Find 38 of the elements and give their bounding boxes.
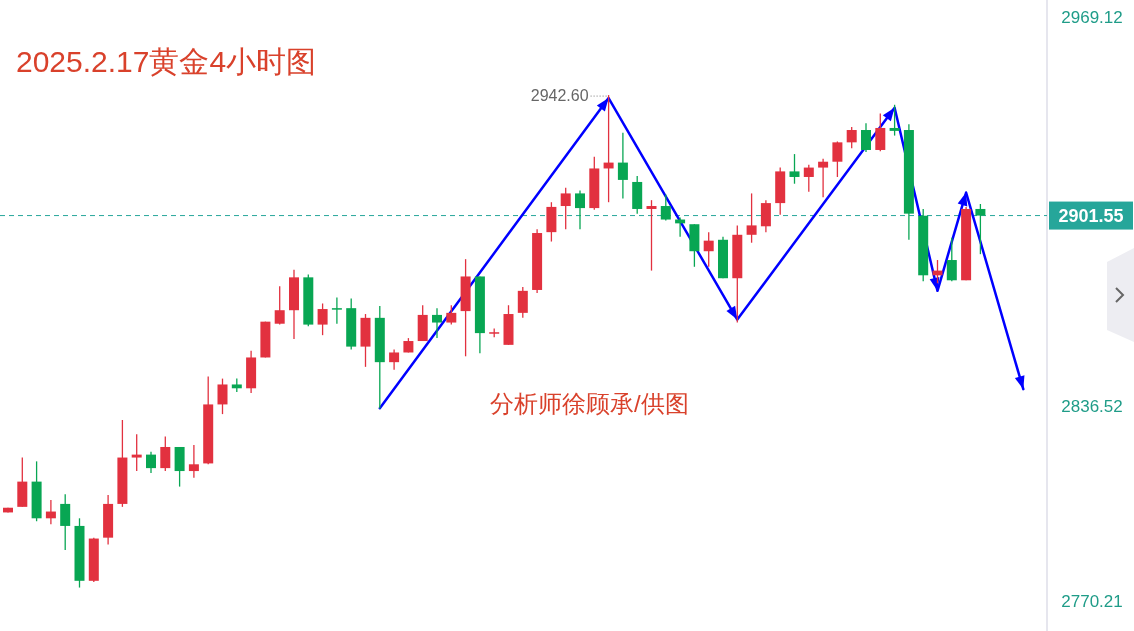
candlestick [389,348,400,371]
y-tick-label: 2969.12 [1061,8,1123,28]
candlestick [875,112,886,152]
candlestick [146,451,156,474]
candlestick [60,493,71,551]
candlestick [560,187,571,230]
y-tick-label: 2836.52 [1061,397,1123,417]
candlestick [188,444,199,479]
candlestick [432,307,442,339]
candlestick [789,153,800,185]
candlestick [818,158,829,198]
ref-line-label: 2901.55 [1058,205,1124,226]
candlestick [131,433,142,472]
candlestick [331,296,342,325]
candlestick [846,126,857,149]
candlestick [274,285,285,326]
candlestick [946,237,957,282]
candlestick [217,377,228,415]
candlestick [746,192,757,244]
candlestick [660,193,671,222]
candlestick [446,304,457,326]
candlestick [517,286,528,319]
candlestick [760,199,771,233]
candlestick [975,203,986,255]
candlestick [646,199,657,272]
candlestick [803,164,814,193]
candlestick [703,231,714,268]
candlestick [317,302,328,336]
text: 2025.2.17黄金4小时图 [16,45,317,78]
annotation: 2942.60 [530,87,589,105]
candlestick [832,140,843,178]
candlestick [160,435,171,472]
annotation: 分析师徐顾承/供图 [490,390,689,417]
candlestick [861,122,871,153]
y-tick-label: 2770.21 [1061,591,1123,611]
candlestick [617,132,628,200]
candlestick [575,189,585,230]
candlestick [889,104,900,137]
